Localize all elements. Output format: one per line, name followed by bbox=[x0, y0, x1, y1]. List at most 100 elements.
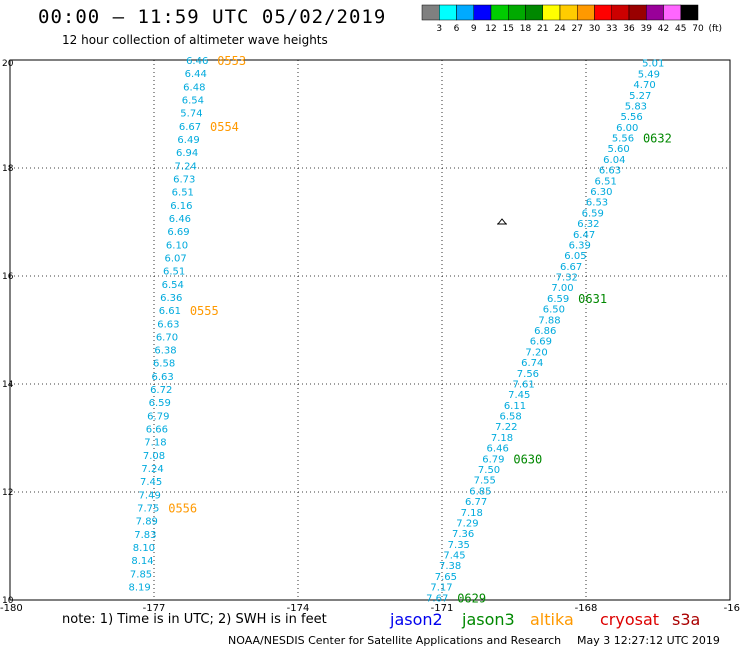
swh-value-label: 6.38 bbox=[154, 346, 176, 357]
y-tick-label: 20 bbox=[2, 59, 14, 69]
swh-value-label: 7.75 bbox=[137, 504, 159, 515]
swh-value-label: 7.00 bbox=[551, 283, 573, 294]
swh-value-label: 7.55 bbox=[474, 476, 496, 487]
scale-label: 21 bbox=[537, 24, 548, 34]
swh-value-label: 6.72 bbox=[150, 385, 172, 396]
swh-value-label: 7.08 bbox=[143, 451, 165, 462]
swh-value-label: 6.32 bbox=[577, 219, 599, 230]
swh-value-label: 8.19 bbox=[128, 583, 150, 594]
swh-value-label: 6.94 bbox=[176, 148, 198, 159]
swh-value-label: 7.18 bbox=[144, 438, 166, 449]
swh-value-label: 6.16 bbox=[170, 201, 192, 212]
scale-swatch bbox=[456, 4, 474, 21]
swh-value-label: 7.18 bbox=[491, 433, 513, 444]
swh-value-label: 7.88 bbox=[538, 315, 560, 326]
swh-value-label: 7.45 bbox=[508, 390, 530, 401]
swh-value-label: 7.24 bbox=[141, 464, 163, 475]
scale-swatch bbox=[646, 4, 664, 21]
scale-label: 9 bbox=[471, 24, 477, 34]
satellite-legend-altika: altika bbox=[530, 610, 574, 629]
swh-value-label: 5.27 bbox=[629, 91, 651, 102]
swh-value-label: 6.46 bbox=[169, 214, 191, 225]
swh-value-label: 5.60 bbox=[608, 144, 630, 155]
pass-time-label: 0630 bbox=[513, 452, 542, 466]
scale-swatch bbox=[680, 4, 699, 21]
swh-value-label: 6.74 bbox=[521, 358, 543, 369]
swh-value-label: 7.18 bbox=[461, 508, 483, 519]
scale-label: 18 bbox=[520, 24, 532, 34]
swh-value-label: 7.29 bbox=[456, 518, 478, 529]
swh-value-label: 7.22 bbox=[495, 422, 517, 433]
x-tick-label: -168 bbox=[575, 603, 598, 614]
swh-value-label: 7.32 bbox=[556, 273, 578, 284]
swh-value-label: 6.63 bbox=[152, 372, 174, 383]
scale-label: 36 bbox=[623, 24, 635, 34]
swh-value-label: 5.56 bbox=[620, 112, 642, 123]
y-tick-label: 12 bbox=[2, 488, 13, 498]
swh-value-label: 6.04 bbox=[603, 155, 625, 166]
swh-value-label: 6.10 bbox=[166, 240, 188, 251]
scale-label: 70 bbox=[692, 24, 704, 34]
pass-time-label: 0632 bbox=[643, 132, 672, 146]
x-tick-label: -174 bbox=[287, 603, 310, 614]
swh-value-label: 6.66 bbox=[146, 425, 168, 436]
swh-value-label: 7.49 bbox=[139, 490, 161, 501]
pass-time-label: 0555 bbox=[190, 304, 219, 318]
scale-label: 15 bbox=[503, 24, 514, 34]
scale-label: 3 bbox=[436, 24, 442, 34]
swh-value-label: 6.50 bbox=[543, 305, 565, 316]
swh-value-label: 6.59 bbox=[547, 294, 569, 305]
swh-value-label: 5.83 bbox=[625, 101, 647, 112]
footer-timestamp: May 3 12:27:12 UTC 2019 bbox=[577, 634, 720, 647]
pass-time-label: 0554 bbox=[210, 120, 239, 134]
scale-label: (ft) bbox=[708, 24, 722, 34]
swh-value-label: 7.24 bbox=[175, 161, 197, 172]
scale-label: 24 bbox=[554, 24, 566, 34]
swh-value-label: 6.30 bbox=[590, 187, 612, 198]
swh-value-label: 6.46 bbox=[186, 56, 208, 67]
y-tick-label: 16 bbox=[2, 272, 14, 282]
swh-value-label: 6.36 bbox=[160, 293, 182, 304]
pass-time-label: 0553 bbox=[217, 54, 246, 68]
scale-swatch bbox=[490, 4, 509, 21]
swh-value-label: 6.05 bbox=[564, 251, 586, 262]
satellite-legend-jason2: jason2 bbox=[390, 610, 443, 629]
satellite-legend-s3a: s3a bbox=[672, 610, 701, 629]
swh-value-label: 6.79 bbox=[482, 454, 504, 465]
x-tick-label: -171 bbox=[431, 603, 454, 614]
swh-value-label: 6.49 bbox=[177, 135, 199, 146]
scale-label: 6 bbox=[454, 24, 460, 34]
swh-value-label: 6.63 bbox=[157, 319, 179, 330]
scale-swatch bbox=[577, 4, 595, 21]
swh-value-label: 8.10 bbox=[133, 543, 155, 554]
swh-value-label: 6.85 bbox=[469, 486, 491, 497]
swh-value-label: 5.56 bbox=[612, 134, 634, 145]
swh-value-label: 6.51 bbox=[595, 176, 617, 187]
scale-label: 39 bbox=[641, 24, 653, 34]
x-tick-label: -177 bbox=[143, 603, 166, 614]
swh-value-label: 5.74 bbox=[180, 109, 202, 120]
scale-label: 42 bbox=[658, 24, 669, 34]
swh-value-label: 6.58 bbox=[500, 412, 522, 423]
swh-value-label: 7.45 bbox=[443, 551, 465, 562]
swh-value-label: 7.35 bbox=[448, 540, 470, 551]
swh-value-label: 6.86 bbox=[534, 326, 556, 337]
swh-value-label: 6.48 bbox=[183, 82, 205, 93]
scale-swatch bbox=[628, 4, 647, 21]
swh-value-label: 6.79 bbox=[147, 411, 169, 422]
scale-swatch bbox=[594, 4, 612, 21]
scale-swatch bbox=[542, 4, 561, 21]
swh-value-label: 6.46 bbox=[487, 444, 509, 455]
swh-value-label: 6.77 bbox=[465, 497, 487, 508]
scale-label: 30 bbox=[589, 24, 601, 34]
chart-title: 00:00 – 11:59 UTC 05/02/2019 bbox=[38, 6, 387, 28]
swh-value-label: 6.44 bbox=[185, 69, 207, 80]
swh-value-label: 7.56 bbox=[517, 369, 539, 380]
pass-time-label: 0556 bbox=[168, 502, 197, 516]
swh-value-label: 6.69 bbox=[530, 337, 552, 348]
swh-value-label: 6.63 bbox=[599, 166, 621, 177]
swh-value-label: 7.61 bbox=[512, 379, 534, 390]
pass-time-label: 0631 bbox=[578, 292, 607, 306]
swh-value-label: 6.53 bbox=[586, 198, 608, 209]
scale-swatch bbox=[525, 4, 543, 21]
